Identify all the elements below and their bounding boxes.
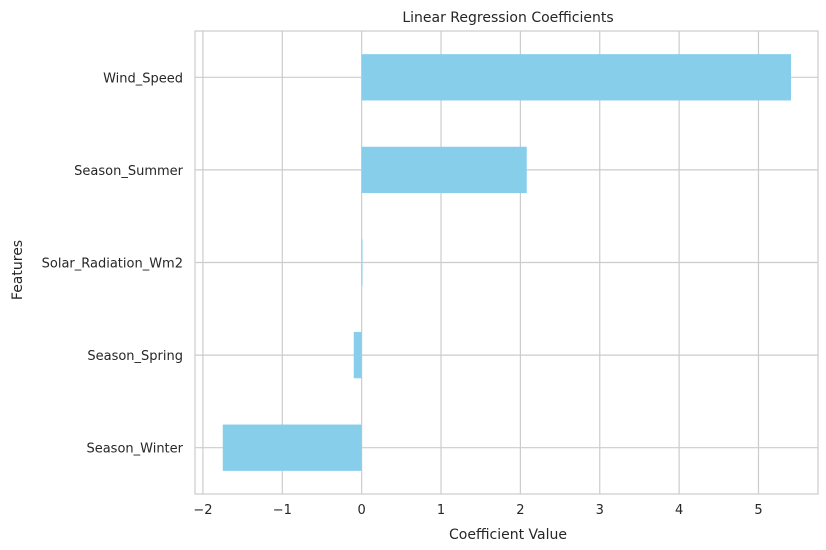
bar-season-summer <box>361 146 527 194</box>
y-tick-label: Season_Winter <box>86 442 183 457</box>
y-tick-label: Season_Spring <box>87 349 183 364</box>
x-tick-label: 0 <box>358 503 366 518</box>
y-tick-label: Wind_Speed <box>103 71 183 86</box>
tick-labels: −2 −1 0 1 2 3 4 5 Wind_Speed Season_Summer Solar_R… <box>42 71 763 518</box>
x-axis-label: Coefficient Value <box>449 527 567 543</box>
grid-lines <box>195 31 818 494</box>
y-tick-label: Solar_Radiation_Wm2 <box>42 257 183 272</box>
plot-area-frame <box>194 30 819 495</box>
y-axis-label: Features <box>10 240 26 300</box>
bar-wind-speed <box>361 54 792 101</box>
chart-title: Linear Regression Coefficients <box>402 10 613 26</box>
x-tick-label: −1 <box>273 503 292 518</box>
bar-season-winter <box>222 424 362 471</box>
bars <box>222 54 792 471</box>
x-tick-label: 1 <box>437 503 445 518</box>
bar-season-spring <box>353 331 362 379</box>
bar-solar-radiation-wm2 <box>361 239 363 286</box>
x-tick-label: −2 <box>193 503 212 518</box>
x-tick-label: 4 <box>675 503 683 518</box>
x-tick-label: 5 <box>754 503 762 518</box>
y-tick-label: Season_Summer <box>74 164 183 179</box>
x-tick-label: 2 <box>516 503 524 518</box>
x-tick-label: 3 <box>596 503 604 518</box>
